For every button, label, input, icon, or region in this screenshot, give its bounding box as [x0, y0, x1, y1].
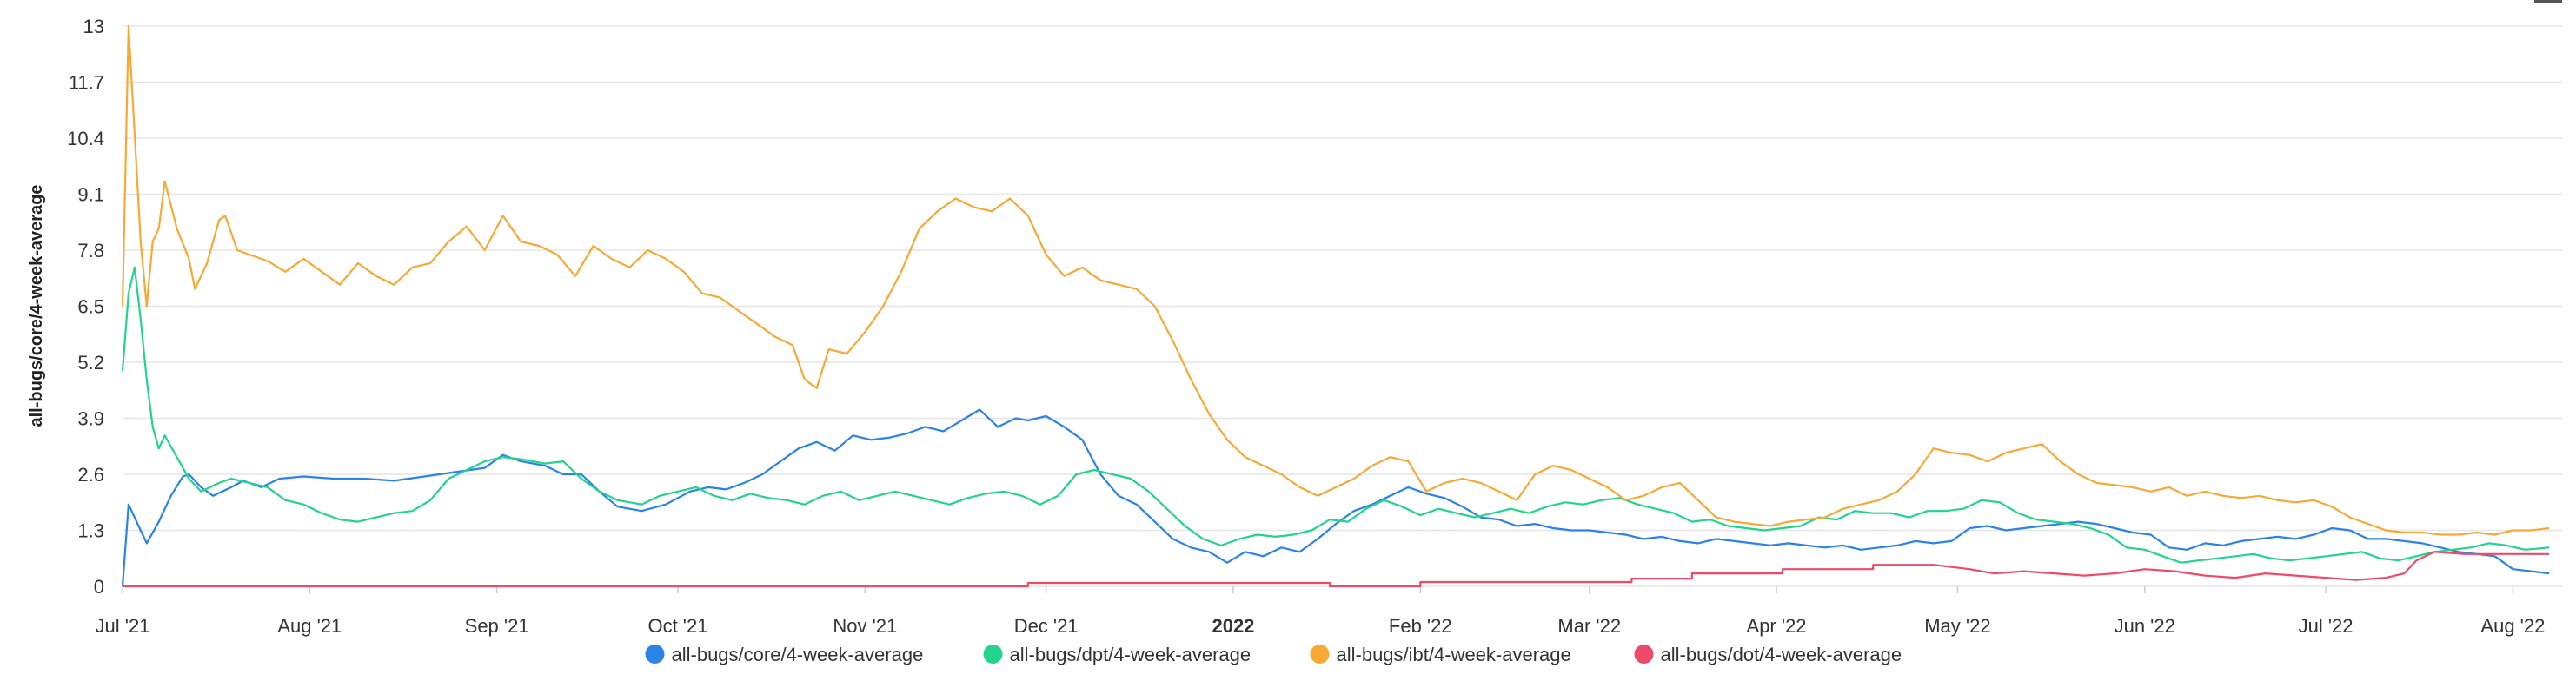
- legend-label: all-bugs/ibt/4-week-average: [1337, 644, 1571, 665]
- x-axis-ticks: Jul '21 Aug '21 Sep '21 Oct '21 Nov '21 Dec '…: [96, 586, 2545, 637]
- y-axis-title: all-bugs/core/4-week-average: [27, 184, 46, 427]
- legend-item-0[interactable]: all-bugs/core/4-week-average: [645, 644, 924, 665]
- y-tick-label: 6.5: [77, 296, 104, 318]
- x-tick-label: 2022: [1212, 615, 1254, 637]
- series-line-3: [123, 551, 2550, 588]
- legend: all-bugs/core/4-week-average all-bugs/dpt…: [645, 644, 1902, 665]
- y-tick-label: 13: [83, 16, 104, 37]
- x-tick-label: Jun '22: [2115, 615, 2175, 637]
- legend-marker: [1310, 645, 1330, 664]
- y-tick-label: 10.4: [67, 128, 104, 149]
- legend-item-3[interactable]: all-bugs/dot/4-week-average: [1634, 644, 1902, 665]
- x-tick-label: Jul '21: [96, 615, 150, 637]
- series-line-1: [121, 266, 2550, 564]
- legend-marker: [983, 645, 1003, 664]
- y-tick-label: 2.6: [77, 464, 104, 486]
- menu-icon[interactable]: [2534, 0, 2562, 3]
- legend-label: all-bugs/core/4-week-average: [672, 644, 924, 665]
- x-tick-label: Jul '22: [2299, 615, 2354, 637]
- x-tick-label: Dec '21: [1014, 615, 1079, 637]
- series-line-0: [121, 408, 2550, 587]
- y-tick-label: 3.9: [77, 408, 104, 430]
- x-tick-label: Nov '21: [833, 615, 897, 637]
- x-tick-label: Oct '21: [647, 615, 707, 637]
- y-axis-ticks: 0 1.3 2.6 3.9 5.2 6.5 7.8 9.1 10.4 11.7 13: [67, 16, 104, 598]
- x-tick-label: Aug '21: [277, 615, 342, 637]
- legend-item-1[interactable]: all-bugs/dpt/4-week-average: [983, 644, 1251, 665]
- x-tick-label: Sep '21: [465, 615, 529, 637]
- y-tick-label: 11.7: [69, 72, 104, 94]
- series-line-2: [121, 24, 2550, 536]
- y-tick-label: 5.2: [77, 352, 104, 374]
- y-tick-label: 0: [94, 576, 104, 598]
- x-tick-label: Aug '22: [2480, 615, 2545, 637]
- series-lines: [121, 24, 2550, 588]
- legend-item-2[interactable]: all-bugs/ibt/4-week-average: [1310, 644, 1571, 665]
- x-tick-label: Feb '22: [1389, 615, 1452, 637]
- x-tick-label: May '22: [1924, 615, 1990, 637]
- legend-marker: [645, 645, 665, 664]
- x-tick-label: Mar '22: [1557, 615, 1621, 637]
- gridlines: [123, 25, 2562, 587]
- legend-label: all-bugs/dot/4-week-average: [1661, 644, 1902, 665]
- y-tick-label: 7.8: [77, 240, 104, 261]
- y-tick-label: 1.3: [77, 520, 104, 542]
- x-tick-label: Apr '22: [1747, 615, 1807, 637]
- legend-label: all-bugs/dpt/4-week-average: [1010, 644, 1251, 665]
- y-tick-label: 9.1: [77, 184, 104, 206]
- legend-marker: [1634, 645, 1654, 664]
